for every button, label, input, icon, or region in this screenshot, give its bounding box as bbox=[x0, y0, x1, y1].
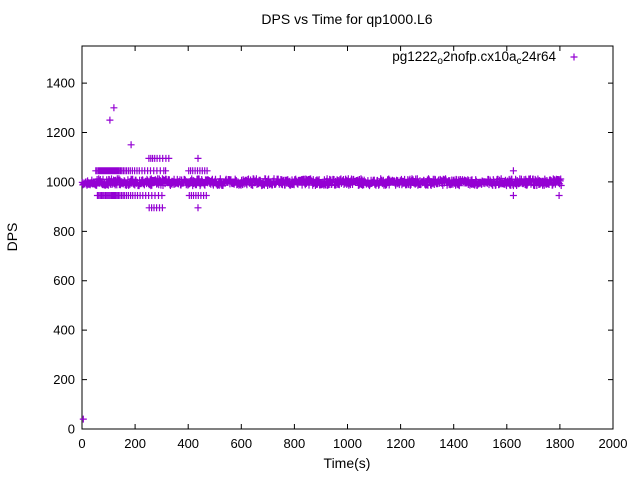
y-tick-label: 0 bbox=[68, 422, 75, 437]
x-tick-label: 2000 bbox=[599, 436, 628, 451]
y-tick-label: 800 bbox=[53, 224, 75, 239]
legend-marker bbox=[570, 53, 578, 61]
chart-title: DPS vs Time for qp1000.L6 bbox=[261, 11, 432, 27]
y-tick-label: 400 bbox=[53, 323, 75, 338]
axes: 0 200 400 600 800 1000 1200 1400 1600 1800 2000 0 20… bbox=[46, 45, 628, 451]
x-tick-label: 0 bbox=[78, 436, 85, 451]
y-tick-label: 200 bbox=[53, 372, 75, 387]
legend: pg1222o2nofp.cx10ac24r64 bbox=[392, 49, 578, 67]
x-tick-label: 1600 bbox=[492, 436, 521, 451]
y-tick-label: 1000 bbox=[46, 174, 75, 189]
x-tick-label: 600 bbox=[230, 436, 252, 451]
x-tick-label: 400 bbox=[177, 436, 199, 451]
x-tick-label: 800 bbox=[284, 436, 306, 451]
y-axis-label: DPS bbox=[4, 223, 20, 252]
legend-label: pg1222o2nofp.cx10ac24r64 bbox=[392, 49, 556, 67]
y-tick-label: 1200 bbox=[46, 125, 75, 140]
x-tick-label: 1400 bbox=[439, 436, 468, 451]
plot-border bbox=[81, 45, 614, 430]
y-tick-label: 1400 bbox=[46, 76, 75, 91]
x-tick-label: 1200 bbox=[386, 436, 415, 451]
tick-marks bbox=[81, 46, 614, 430]
y-tick-label: 600 bbox=[53, 273, 75, 288]
x-tick-label: 1800 bbox=[545, 436, 574, 451]
x-tick-label: 200 bbox=[124, 436, 146, 451]
series-markers bbox=[78, 104, 565, 423]
x-tick-label: 1000 bbox=[333, 436, 362, 451]
x-axis-label: Time(s) bbox=[324, 455, 371, 471]
data-points bbox=[78, 104, 565, 423]
